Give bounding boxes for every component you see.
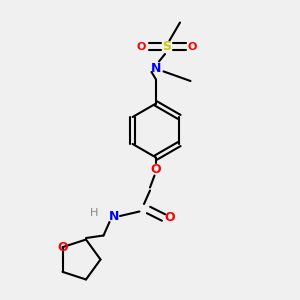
Text: S: S [162,40,171,53]
Text: O: O [136,41,146,52]
Text: O: O [164,211,175,224]
Text: N: N [151,62,161,76]
Text: O: O [151,163,161,176]
Text: O: O [57,241,68,254]
Text: N: N [109,209,119,223]
Text: O: O [187,41,197,52]
Text: H: H [90,208,99,218]
